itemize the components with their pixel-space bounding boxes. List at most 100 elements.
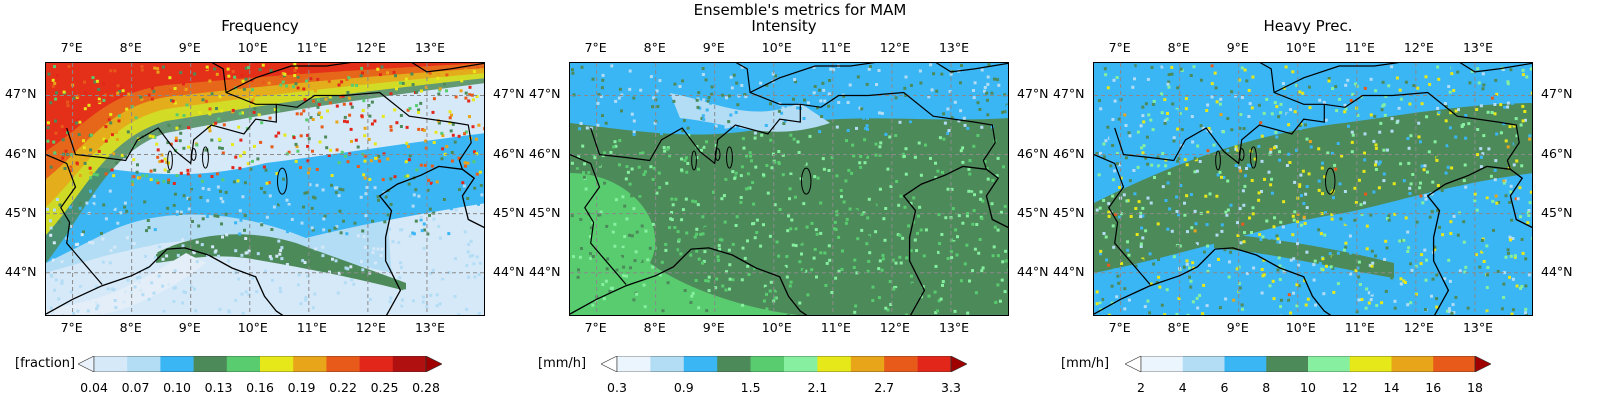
lat-tick-label: 46°N	[5, 145, 37, 161]
colorbar-segment	[193, 356, 228, 372]
lon-tick-label: 12°E	[1403, 320, 1434, 335]
lake-outline	[190, 148, 197, 161]
colorbar-units: [fraction]	[15, 356, 76, 371]
colorbar-tick-label: 4	[1178, 380, 1187, 395]
country-border	[225, 63, 484, 94]
colorbar-tick-label: 8	[1262, 380, 1271, 395]
heavy-prec-colorbar	[1124, 355, 1492, 373]
colorbar-over-triangle	[425, 355, 443, 373]
lat-tick-label: 47°N	[5, 86, 37, 102]
country-border	[276, 91, 472, 170]
lat-tick-label: 47°N	[529, 86, 561, 102]
country-border	[1324, 91, 1520, 170]
lat-tick-label: 47°N	[1053, 86, 1085, 102]
lat-tick-label: 44°N	[493, 263, 525, 279]
lat-tick-label: 45°N	[493, 204, 525, 220]
coastline	[1215, 247, 1332, 315]
lon-tick-label: 13°E	[938, 320, 969, 335]
lat-tick-label: 44°N	[5, 263, 37, 279]
colorbar-tick-label: 2	[1137, 380, 1145, 395]
lat-tick-label: 46°N	[1541, 145, 1573, 161]
lon-tick-label: 13°E	[414, 40, 445, 55]
country-border	[590, 63, 801, 165]
lon-tick-label: 13°E	[414, 320, 445, 335]
colorbar-tick-label: 0.28	[412, 380, 440, 395]
colorbar-over-triangle	[950, 355, 968, 373]
lat-tick-label: 46°N	[1053, 145, 1085, 161]
colorbar-segment	[850, 356, 885, 372]
colorbar-tick-label: 6	[1220, 380, 1229, 395]
lon-tick-label: 9°E	[178, 40, 201, 55]
lon-tick-label: 8°E	[643, 40, 666, 55]
lon-tick-label: 10°E	[1285, 40, 1316, 55]
colorbar-segment	[392, 356, 427, 372]
lat-tick-label: 46°N	[1017, 145, 1049, 161]
colorbar-svg	[600, 355, 968, 373]
colorbar-segment	[293, 356, 327, 372]
frequency-colorbar	[77, 355, 443, 373]
lon-tick-label: 9°E	[1226, 40, 1249, 55]
country-border	[800, 91, 996, 170]
colorbar-segment	[160, 356, 194, 372]
lon-tick-label: 8°E	[1167, 320, 1190, 335]
coastline	[570, 248, 692, 315]
coastline	[378, 165, 484, 315]
map-canvas	[46, 63, 484, 315]
colorbar-segment	[226, 356, 261, 372]
intensity-colorbar	[600, 355, 968, 373]
colorbar-segment	[717, 356, 751, 372]
panel-title: Intensity	[751, 17, 817, 35]
lat-tick-label: 46°N	[529, 145, 561, 161]
lon-tick-label: 9°E	[702, 320, 725, 335]
lon-tick-label: 12°E	[1403, 40, 1434, 55]
colorbar-tick-label: 0.16	[246, 380, 274, 395]
colorbar-segment	[917, 356, 952, 372]
country-border	[749, 63, 1008, 94]
colorbar-tick-label: 12	[1341, 380, 1358, 395]
intensity-map	[569, 62, 1009, 316]
lat-tick-label: 47°N	[493, 86, 525, 102]
coastline	[691, 247, 808, 315]
lat-tick-label: 44°N	[1541, 263, 1573, 279]
lake-outline	[801, 167, 812, 195]
colorbar-tick-label: 2.7	[874, 380, 895, 395]
lake-outline	[691, 150, 697, 171]
coastline	[46, 248, 168, 315]
colorbar-svg	[1124, 355, 1492, 373]
colorbar-segment	[617, 356, 651, 372]
colorbar-segment	[1141, 356, 1184, 372]
lon-tick-label: 9°E	[178, 320, 201, 335]
lon-tick-label: 10°E	[237, 40, 268, 55]
lon-tick-label: 8°E	[643, 320, 666, 335]
colorbar-tick-label: 18	[1467, 380, 1483, 395]
lake-outline	[1238, 148, 1245, 161]
colorbar-tick-label: 0.04	[80, 380, 108, 395]
lon-tick-label: 7°E	[1108, 320, 1131, 335]
lon-tick-label: 13°E	[938, 40, 969, 55]
lat-tick-label: 45°N	[1017, 204, 1049, 220]
lake-outline	[714, 148, 721, 161]
colorbar-segment	[1433, 356, 1476, 372]
colorbar-tick-label: 10	[1300, 380, 1316, 395]
lat-tick-label: 44°N	[529, 263, 561, 279]
lon-tick-label: 12°E	[879, 40, 910, 55]
lon-tick-label: 10°E	[761, 40, 792, 55]
lake-outline	[1325, 167, 1336, 195]
colorbar-tick-label: 0.3	[607, 380, 627, 395]
colorbar-segment	[750, 356, 785, 372]
lon-tick-label: 11°E	[820, 320, 851, 335]
colorbar-svg	[77, 355, 443, 373]
lake-outline	[202, 146, 209, 169]
lon-tick-label: 11°E	[296, 40, 327, 55]
lat-tick-label: 47°N	[1541, 86, 1573, 102]
colorbar-tick-label: 0.10	[163, 380, 191, 395]
colorbar-segment	[359, 356, 394, 372]
frequency-panel: Frequency [fraction] 7°E 7°E 8°E 8°E 9°E 9°E 1…	[0, 0, 525, 400]
map-canvas	[570, 63, 1008, 315]
lat-tick-label: 44°N	[1053, 263, 1085, 279]
lon-tick-label: 13°E	[1462, 320, 1493, 335]
lat-tick-label: 45°N	[529, 204, 561, 220]
coastline	[167, 247, 284, 315]
lake-outline	[167, 150, 173, 171]
coastline	[902, 165, 1008, 315]
